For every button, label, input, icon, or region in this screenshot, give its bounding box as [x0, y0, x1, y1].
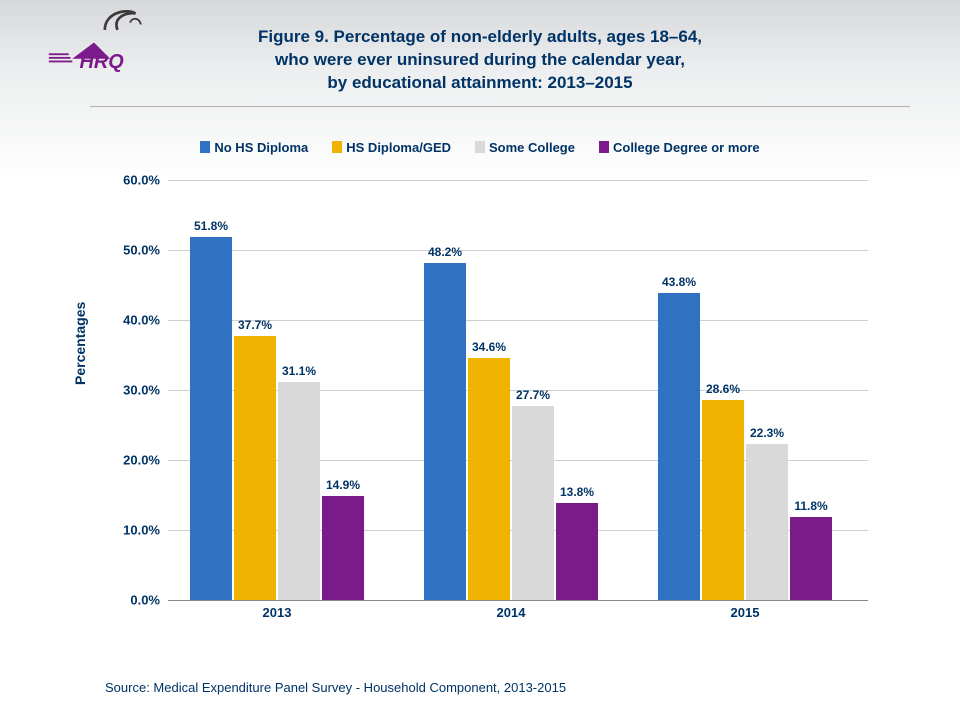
bar — [790, 517, 832, 600]
title-line-2: who were ever uninsured during the calen… — [275, 50, 685, 69]
y-tick-label: 10.0% — [110, 523, 160, 538]
source-note: Source: Medical Expenditure Panel Survey… — [105, 680, 566, 695]
bar-value-label: 51.8% — [181, 219, 241, 233]
bar-value-label: 13.8% — [547, 485, 607, 499]
y-tick-label: 50.0% — [110, 243, 160, 258]
y-axis-label: Percentages — [72, 302, 88, 385]
title-divider — [90, 106, 910, 107]
legend-item: Some College — [475, 140, 575, 155]
bar-value-label: 27.7% — [503, 388, 563, 402]
bar-value-label: 28.6% — [693, 382, 753, 396]
legend-item: No HS Diploma — [200, 140, 308, 155]
bar-chart: 0.0%10.0%20.0%30.0%40.0%50.0%60.0%51.8%3… — [168, 180, 868, 620]
legend-label: Some College — [489, 140, 575, 155]
bar-value-label: 34.6% — [459, 340, 519, 354]
bar-value-label: 43.8% — [649, 275, 709, 289]
title-line-3: by educational attainment: 2013–2015 — [327, 73, 632, 92]
figure-title: Figure 9. Percentage of non-elderly adul… — [0, 26, 960, 95]
bar — [322, 496, 364, 600]
legend-swatch — [332, 141, 342, 153]
bar-value-label: 11.8% — [781, 499, 841, 513]
bar — [658, 293, 700, 600]
x-category-label: 2013 — [217, 605, 337, 620]
legend-item: HS Diploma/GED — [332, 140, 451, 155]
legend-item: College Degree or more — [599, 140, 760, 155]
bar-value-label: 22.3% — [737, 426, 797, 440]
legend: No HS Diploma HS Diploma/GED Some College C… — [0, 140, 960, 155]
y-tick-label: 60.0% — [110, 173, 160, 188]
gridline — [168, 180, 868, 181]
bar — [190, 237, 232, 600]
bar — [556, 503, 598, 600]
legend-label: College Degree or more — [613, 140, 760, 155]
bar-value-label: 48.2% — [415, 245, 475, 259]
legend-label: No HS Diploma — [214, 140, 308, 155]
bar-value-label: 14.9% — [313, 478, 373, 492]
bar-value-label: 31.1% — [269, 364, 329, 378]
plot-area: 0.0%10.0%20.0%30.0%40.0%50.0%60.0%51.8%3… — [168, 180, 868, 601]
y-tick-label: 30.0% — [110, 383, 160, 398]
y-tick-label: 20.0% — [110, 453, 160, 468]
legend-label: HS Diploma/GED — [346, 140, 451, 155]
title-line-1: Figure 9. Percentage of non-elderly adul… — [258, 27, 702, 46]
bar — [746, 444, 788, 600]
legend-swatch — [200, 141, 210, 153]
legend-swatch — [475, 141, 485, 153]
x-category-label: 2015 — [685, 605, 805, 620]
bar-value-label: 37.7% — [225, 318, 285, 332]
gridline — [168, 250, 868, 251]
y-tick-label: 40.0% — [110, 313, 160, 328]
figure-container: HRQ Figure 9. Percentage of non-elderly … — [0, 0, 960, 720]
bar — [424, 263, 466, 600]
legend-swatch — [599, 141, 609, 153]
y-tick-label: 0.0% — [110, 593, 160, 608]
bar — [512, 406, 554, 600]
x-category-label: 2014 — [451, 605, 571, 620]
